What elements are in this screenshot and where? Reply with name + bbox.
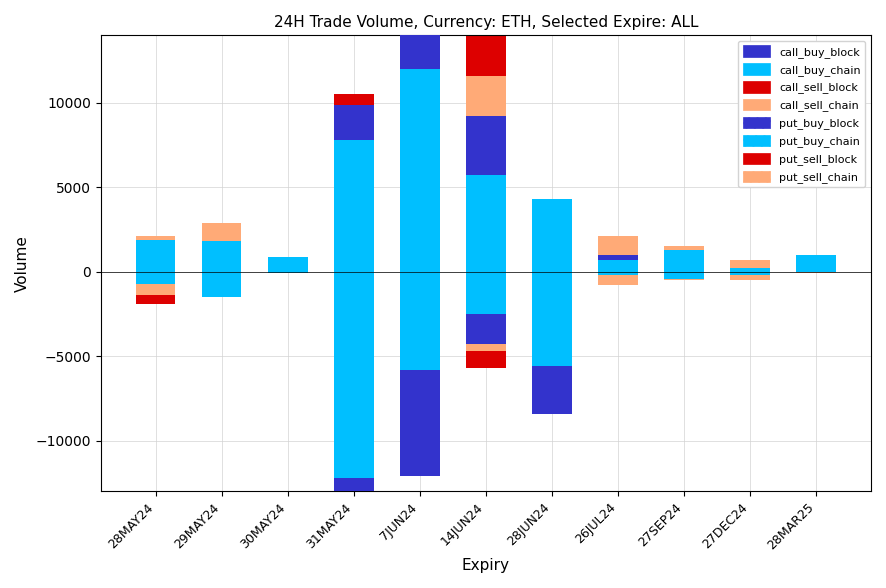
Bar [334, 328, 374, 363]
Bar [532, 272, 571, 366]
Bar [202, 223, 242, 272]
Bar [400, 272, 439, 437]
Bar [598, 236, 638, 272]
Bar [334, 140, 374, 272]
Bar [466, 175, 506, 272]
Bar [334, 272, 374, 328]
Bar [598, 272, 638, 285]
Bar [532, 366, 571, 413]
Bar [797, 255, 836, 272]
Bar [136, 272, 175, 283]
Bar [334, 272, 374, 478]
Bar [268, 256, 307, 272]
Bar [797, 265, 836, 272]
Bar [466, 272, 506, 314]
Bar [334, 105, 374, 140]
Bar [400, 370, 439, 476]
Bar [202, 272, 242, 297]
Bar [466, 0, 506, 76]
Bar [730, 268, 770, 272]
Bar [400, 437, 439, 475]
Bar [664, 246, 703, 272]
Bar [664, 272, 703, 280]
Bar [466, 272, 506, 351]
Bar [334, 142, 374, 272]
Bar [400, 69, 439, 272]
Bar [400, 0, 439, 69]
Bar [334, 478, 374, 583]
Bar [136, 236, 175, 272]
Bar [400, 0, 439, 93]
Bar [400, 93, 439, 272]
Legend: call_buy_block, call_buy_chain, call_sell_block, call_sell_chain, put_buy_block,: call_buy_block, call_buy_chain, call_sel… [738, 41, 866, 188]
Bar [466, 351, 506, 368]
Bar [598, 260, 638, 272]
Bar [136, 240, 175, 272]
Bar [268, 272, 307, 273]
Bar [532, 272, 571, 283]
Bar [202, 241, 242, 272]
Bar [136, 272, 175, 295]
Bar [334, 95, 374, 142]
Bar [202, 272, 242, 297]
Bar [400, 272, 439, 370]
Bar [466, 76, 506, 272]
X-axis label: Expiry: Expiry [462, 558, 509, 573]
Bar [466, 116, 506, 175]
Bar [598, 272, 638, 275]
Bar [466, 314, 506, 345]
Bar [730, 272, 770, 280]
Bar [730, 260, 770, 272]
Bar [598, 255, 638, 260]
Bar [797, 272, 836, 273]
Bar [664, 250, 703, 272]
Bar [136, 295, 175, 304]
Bar [532, 199, 571, 272]
Bar [532, 209, 571, 272]
Bar [730, 272, 770, 275]
Title: 24H Trade Volume, Currency: ETH, Selected Expire: ALL: 24H Trade Volume, Currency: ETH, Selecte… [274, 15, 698, 30]
Y-axis label: Volume: Volume [15, 235, 30, 292]
Bar [664, 272, 703, 279]
